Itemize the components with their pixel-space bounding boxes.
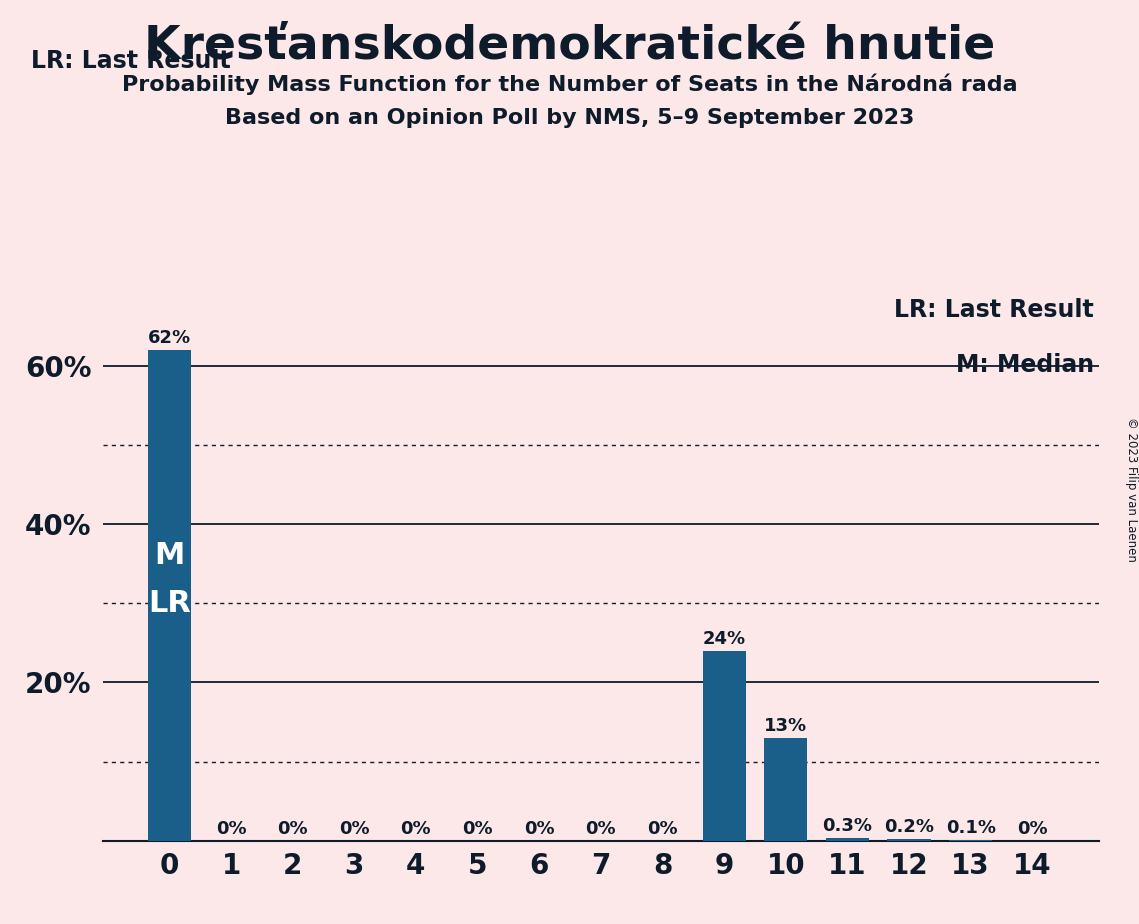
Bar <box>148 350 191 841</box>
Text: LR: Last Result: LR: Last Result <box>31 49 231 73</box>
Text: 0%: 0% <box>1017 820 1048 838</box>
Text: 0.1%: 0.1% <box>945 819 995 837</box>
Text: M: M <box>154 541 185 570</box>
Bar <box>887 839 931 841</box>
Text: M: Median: M: Median <box>956 353 1095 377</box>
Text: 0%: 0% <box>462 820 493 838</box>
Text: 0.2%: 0.2% <box>884 818 934 836</box>
Text: 0.3%: 0.3% <box>822 818 872 835</box>
Text: 13%: 13% <box>764 717 808 735</box>
Text: LR: LR <box>148 589 191 618</box>
Text: 0%: 0% <box>401 820 432 838</box>
Text: 0%: 0% <box>647 820 678 838</box>
Text: 0%: 0% <box>585 820 616 838</box>
Text: 24%: 24% <box>703 629 746 648</box>
Text: Probability Mass Function for the Number of Seats in the Národná rada: Probability Mass Function for the Number… <box>122 74 1017 95</box>
Text: © 2023 Filip van Laenen: © 2023 Filip van Laenen <box>1124 418 1138 562</box>
Text: 0%: 0% <box>339 820 369 838</box>
Text: 0%: 0% <box>524 820 555 838</box>
Text: Based on an Opinion Poll by NMS, 5–9 September 2023: Based on an Opinion Poll by NMS, 5–9 Sep… <box>224 108 915 128</box>
Text: 0%: 0% <box>215 820 246 838</box>
Text: 0%: 0% <box>277 820 308 838</box>
Bar <box>703 650 746 841</box>
Text: Kresťanskodemokratické hnutie: Kresťanskodemokratické hnutie <box>144 23 995 68</box>
Text: 62%: 62% <box>148 329 191 346</box>
Bar <box>764 738 808 841</box>
Text: LR: Last Result: LR: Last Result <box>894 298 1095 322</box>
Bar <box>826 838 869 841</box>
